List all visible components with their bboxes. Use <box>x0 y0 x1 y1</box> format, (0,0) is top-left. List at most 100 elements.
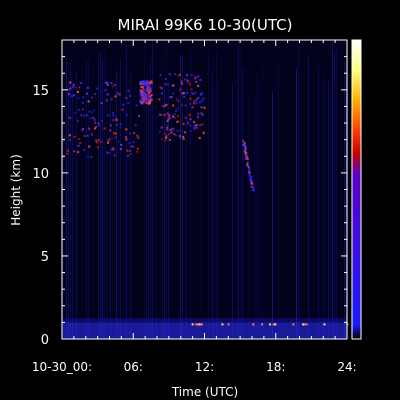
echo-pixel <box>173 113 176 116</box>
noise-streak <box>166 41 167 339</box>
echo-pixel <box>133 132 136 134</box>
noise-streak <box>104 49 105 340</box>
noise-streak <box>168 81 169 340</box>
echo-pixel <box>160 126 163 129</box>
noise-streak <box>298 44 299 340</box>
echo-pixel <box>68 138 71 141</box>
echo-pixel <box>171 96 174 99</box>
echo-pixel <box>119 122 122 125</box>
noise-streak <box>130 67 131 340</box>
echo-pixel <box>95 125 98 128</box>
echo-pixel <box>112 146 115 149</box>
echo-pixel <box>168 138 171 141</box>
noise-streak <box>118 82 119 340</box>
echo-pixel <box>140 91 143 94</box>
echo-pixel <box>107 141 109 144</box>
echo-pixel <box>193 99 196 102</box>
noise-streak <box>322 81 323 339</box>
echo-pixel <box>166 126 169 129</box>
echo-pixel <box>111 85 114 88</box>
echo-pixel <box>201 123 204 126</box>
noise-streak <box>106 65 107 340</box>
clutter-speck <box>302 323 305 326</box>
echo-pixel <box>72 85 75 88</box>
echo-pixel <box>107 114 110 117</box>
echo-pixel <box>129 132 132 135</box>
echo-pixel <box>242 139 245 142</box>
echo-pixel <box>97 122 100 125</box>
clutter-speck <box>221 323 224 326</box>
noise-streak <box>164 86 165 340</box>
echo-pixel <box>109 129 112 132</box>
echo-pixel <box>144 88 147 91</box>
echo-pixel <box>250 181 253 184</box>
echo-pixel <box>142 98 145 101</box>
echo-pixel <box>252 186 255 189</box>
noise-streak <box>344 59 345 340</box>
echo-pixel <box>243 148 246 151</box>
echo-pixel <box>165 103 168 106</box>
echo-pixel <box>114 132 117 135</box>
noise-streak <box>324 75 325 339</box>
echo-pixel <box>142 95 145 97</box>
echo-pixel <box>104 89 107 92</box>
echo-pixel <box>250 179 253 182</box>
echo-pixel <box>177 107 179 110</box>
echo-pixel <box>126 154 129 157</box>
echo-pixel <box>193 102 196 105</box>
noise-streak <box>328 80 329 340</box>
noise-streak <box>100 51 101 339</box>
echo-pixel <box>80 114 83 117</box>
echo-pixel <box>203 106 206 109</box>
echo-pixel <box>179 129 182 132</box>
echo-pixel <box>95 139 98 142</box>
echo-pixel <box>128 149 131 152</box>
clutter-speck <box>252 323 255 326</box>
echo-pixel <box>248 173 251 176</box>
echo-pixel <box>172 92 175 95</box>
echo-feature <box>242 139 255 192</box>
x-axis-label: Time (UTC) <box>171 385 238 399</box>
echo-pixel <box>125 97 128 99</box>
echo-pixel <box>191 106 194 109</box>
clutter-speck <box>323 323 326 326</box>
echo-pixel <box>77 144 80 147</box>
echo-pixel <box>184 116 187 119</box>
echo-pixel <box>186 74 189 77</box>
echo-pixel <box>118 93 121 96</box>
noise-streak <box>258 78 259 339</box>
echo-pixel <box>168 133 171 136</box>
echo-pixel <box>77 151 80 154</box>
echo-pixel <box>202 97 205 100</box>
noise-streak <box>182 54 183 339</box>
echo-pixel <box>150 89 152 92</box>
echo-pixel <box>186 79 189 82</box>
echo-pixel <box>141 86 144 89</box>
echo-pixel <box>70 95 73 98</box>
noise-streak <box>70 62 71 339</box>
plot-area <box>61 39 349 340</box>
echo-pixel <box>243 150 246 153</box>
echo-pixel <box>144 93 147 96</box>
echo-pixel <box>171 127 174 130</box>
echo-pixel <box>83 135 86 137</box>
echo-pixel <box>194 91 197 94</box>
noise-streak <box>272 91 273 339</box>
echo-pixel <box>189 124 192 127</box>
echo-pixel <box>179 136 182 139</box>
noise-streak <box>156 94 157 339</box>
noise-streak <box>336 47 337 339</box>
echo-pixel <box>73 135 76 138</box>
echo-pixel <box>77 97 80 100</box>
echo-pixel <box>250 184 253 187</box>
echo-pixel <box>112 114 115 117</box>
echo-pixel <box>87 100 90 103</box>
echo-pixel <box>89 117 92 120</box>
echo-pixel <box>250 186 253 188</box>
echo-pixel <box>168 113 171 116</box>
echo-pixel <box>174 134 177 137</box>
echo-pixel <box>167 117 170 120</box>
echo-pixel <box>139 95 142 98</box>
echo-pixel <box>142 100 145 103</box>
echo-pixel <box>199 93 202 96</box>
